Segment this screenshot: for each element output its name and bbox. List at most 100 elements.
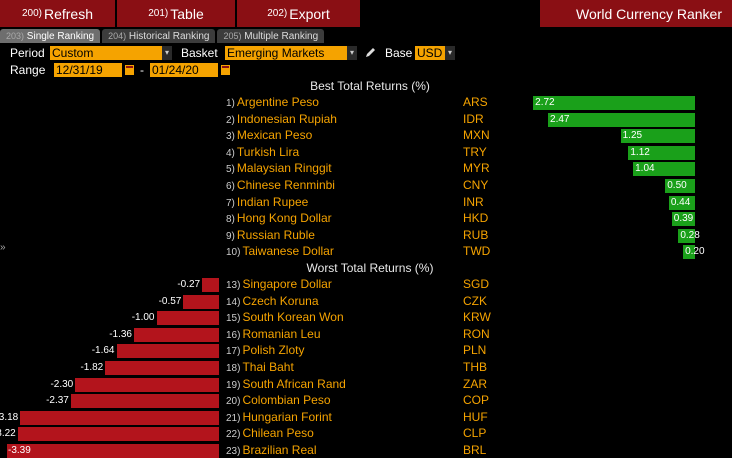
currency-label: Indonesian Rupiah	[236, 111, 337, 126]
currency-label: Mexican Peso	[236, 128, 313, 143]
rank-number: 16)	[226, 329, 241, 341]
return-value: 2.47	[550, 113, 570, 125]
currency-label: Argentine Peso	[236, 95, 319, 109]
currency-label: Malaysian Ringgit	[236, 161, 332, 176]
return-value: 0.28	[680, 229, 700, 241]
rank-number: 4)	[226, 147, 235, 159]
rank-number: 7)	[226, 197, 235, 209]
return-value: 0.39	[673, 213, 694, 225]
currency-name[interactable]: 13) Singapore Dollar	[226, 277, 332, 291]
currency-label: South African Rand	[242, 376, 346, 391]
return-value: -3.18	[0, 411, 19, 423]
currency-code: ARS	[463, 95, 488, 109]
tab-historical-ranking[interactable]: 204) Historical Ranking	[102, 29, 216, 43]
currency-name[interactable]: 2) Indonesian Rupiah	[226, 112, 337, 126]
end-calendar-icon[interactable]	[220, 64, 231, 76]
currency-code: INR	[463, 194, 484, 209]
currency-name[interactable]: 3) Mexican Peso	[226, 128, 312, 142]
basket-label: Basket	[181, 46, 218, 60]
currency-code: HKD	[463, 211, 489, 226]
currency-name[interactable]: 5) Malaysian Ringgit	[226, 161, 332, 175]
return-value: -2.30	[50, 378, 74, 390]
currency-name[interactable]: 4) Turkish Lira	[226, 145, 299, 159]
currency-label: Singapore Dollar	[242, 277, 332, 291]
base-dropdown-arrow-icon[interactable]: ▾	[445, 46, 455, 60]
period-label: Period	[10, 46, 45, 60]
table-label: Table	[170, 5, 204, 22]
basket-dropdown[interactable]: Emerging Markets	[225, 46, 347, 60]
end-date-field[interactable]: 01/24/20	[150, 63, 218, 77]
rank-number: 21)	[226, 412, 241, 424]
currency-name[interactable]: 6) Chinese Renminbi	[226, 178, 335, 192]
currency-label: Brazilian Real	[242, 443, 317, 457]
currency-code: COP	[463, 393, 490, 408]
export-shortcut: 202)	[267, 8, 288, 19]
currency-name[interactable]: 21) Hungarian Forint	[226, 410, 332, 424]
currency-code: PLN	[463, 343, 487, 358]
currency-name[interactable]: 20) Colombian Peso	[226, 393, 331, 407]
currency-name[interactable]: 14) Czech Koruna	[226, 294, 319, 308]
rank-number: 10)	[226, 247, 241, 259]
currency-label: Czech Koruna	[242, 293, 319, 308]
period-dropdown-arrow-icon[interactable]: ▾	[162, 46, 172, 60]
refresh-shortcut: 200)	[21, 8, 42, 19]
currency-code: MXN	[463, 128, 490, 143]
return-bar-positive	[548, 112, 695, 127]
currency-label: South Korean Won	[242, 310, 344, 325]
tab-single-ranking[interactable]: 203) Single Ranking	[0, 29, 101, 43]
rank-number: 14)	[226, 296, 241, 308]
currency-name[interactable]: 7) Indian Rupee	[226, 195, 308, 209]
currency-code: CZK	[463, 293, 487, 308]
return-value: 1.25	[622, 130, 643, 142]
currency-name[interactable]: 10) Taiwanese Dollar	[226, 244, 334, 258]
currency-name[interactable]: 22) Chilean Peso	[226, 426, 314, 440]
rank-number: 2)	[226, 114, 235, 126]
currency-name[interactable]: 9) Russian Ruble	[226, 228, 315, 242]
currency-label: Hungarian Forint	[242, 409, 332, 424]
pencil-icon[interactable]	[364, 46, 376, 59]
tab-shortcut: 203)	[6, 31, 25, 41]
currency-name[interactable]: 15) South Korean Won	[226, 310, 344, 324]
return-bar-positive	[633, 162, 695, 177]
currency-label: Polish Zloty	[242, 343, 305, 358]
rank-number: 6)	[226, 181, 235, 192]
rank-number: 5)	[226, 164, 235, 176]
basket-dropdown-arrow-icon[interactable]: ▾	[347, 46, 357, 60]
return-bar-negative	[105, 361, 219, 375]
return-value: -3.39	[8, 445, 31, 456]
tab-label: Single Ranking	[26, 31, 95, 42]
currency-name[interactable]: 17) Polish Zloty	[226, 343, 304, 357]
currency-code: KRW	[463, 310, 491, 325]
return-bar-positive	[668, 195, 695, 210]
currency-name[interactable]: 1) Argentine Peso	[226, 95, 319, 109]
return-bar-positive	[533, 96, 695, 110]
refresh-button[interactable]: 200) Refresh	[0, 0, 117, 27]
tab-shortcut: 205)	[223, 31, 242, 41]
currency-name[interactable]: 18) Thai Baht	[226, 360, 294, 374]
start-calendar-icon[interactable]	[124, 64, 135, 76]
return-value: 2.72	[535, 97, 555, 108]
export-button[interactable]: 202) Export	[237, 0, 362, 27]
currency-code: CLP	[463, 426, 487, 441]
currency-name[interactable]: 19) South African Rand	[226, 377, 346, 391]
currency-name[interactable]: 8) Hong Kong Dollar	[226, 211, 332, 225]
app-title: World Currency Ranker	[540, 0, 732, 27]
currency-code: THB	[463, 360, 487, 374]
currency-code: CNY	[463, 178, 489, 192]
return-value: -1.36	[109, 328, 132, 340]
currency-label: Chinese Renminbi	[236, 178, 335, 192]
currency-code: BRL	[463, 443, 487, 457]
currency-name[interactable]: 16) Romanian Leu	[226, 327, 321, 341]
currency-name[interactable]: 23) Brazilian Real	[226, 443, 317, 457]
return-value: -2.37	[46, 395, 69, 407]
currency-code: MYR	[463, 161, 490, 176]
start-date-field[interactable]: 12/31/19	[54, 63, 122, 77]
table-button[interactable]: 201) Table	[117, 0, 237, 27]
tab-multiple-ranking[interactable]: 205) Multiple Ranking	[217, 29, 325, 43]
base-currency-dropdown[interactable]: USD	[415, 46, 445, 60]
currency-code: HUF	[463, 409, 488, 424]
period-dropdown[interactable]: Custom	[50, 46, 162, 60]
rank-number: 20)	[226, 396, 241, 408]
return-value: 0.20	[685, 246, 705, 258]
expand-chevron-icon[interactable]: »	[0, 242, 6, 253]
